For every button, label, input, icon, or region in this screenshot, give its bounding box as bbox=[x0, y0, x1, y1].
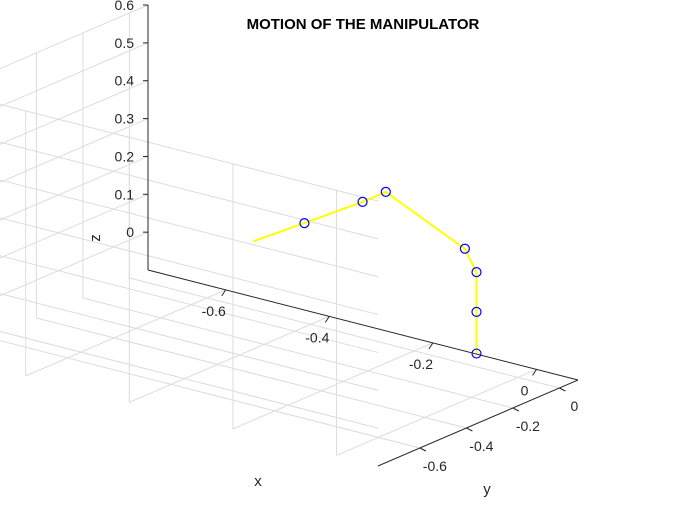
x-tick-mark bbox=[428, 342, 434, 350]
y-tick-mark bbox=[419, 447, 427, 452]
grid-line-z-wall-y bbox=[0, 155, 149, 221]
z-tick-label: 0 bbox=[126, 224, 134, 240]
grid-line-y-floor bbox=[82, 297, 514, 409]
x-tick-label: 0 bbox=[521, 382, 529, 398]
z-tick-label: 0.6 bbox=[115, 0, 135, 13]
grid-line-z-wall-x bbox=[0, 255, 379, 353]
y-tick-mark bbox=[559, 387, 566, 392]
joint-marker bbox=[380, 186, 391, 198]
z-tick-label: 0.2 bbox=[115, 148, 135, 164]
y-tick-label: -0.4 bbox=[469, 438, 493, 454]
x-tick-label: -0.6 bbox=[202, 303, 226, 319]
grid-line-z-wall-x bbox=[0, 330, 379, 429]
z-axis-label: z bbox=[87, 234, 104, 242]
z-tick-label: 0.3 bbox=[115, 111, 135, 127]
grid-line-z-wall-y bbox=[0, 231, 149, 297]
grid-line-z-wall-y bbox=[0, 118, 149, 183]
y-tick-label: -0.6 bbox=[423, 458, 447, 474]
y-axis-label: y bbox=[483, 481, 491, 498]
grid-line-x-floor bbox=[232, 342, 434, 430]
grid-line-z-wall-y bbox=[0, 80, 149, 145]
x-tick-mark bbox=[221, 289, 227, 297]
x-axis-line bbox=[147, 269, 579, 381]
grid-line-z-wall-x bbox=[0, 293, 379, 391]
grid-line-y-floor bbox=[129, 277, 560, 389]
y-tick-mark bbox=[512, 407, 520, 412]
grid-line-z-wall-x bbox=[0, 217, 379, 316]
grid-line-x-floor bbox=[129, 315, 330, 403]
z-tick-label: 0.5 bbox=[115, 35, 135, 51]
axis-lines bbox=[143, 4, 579, 467]
x-tick-mark bbox=[532, 369, 537, 376]
y-axis-line bbox=[377, 379, 579, 467]
z-tick-label: 0.1 bbox=[115, 186, 135, 202]
y-tick-mark bbox=[466, 427, 473, 432]
joint-marker bbox=[471, 306, 482, 318]
data-series bbox=[252, 186, 482, 359]
grid-line-z-wall-x bbox=[0, 141, 379, 240]
grid-line-z-wall-y bbox=[0, 42, 149, 108]
tick-labels: -0.6 -0.4 -0.2 0 -0.6 -0.4 -0.2 0 0 0.1 0.2 0.3 0.4 0… bbox=[115, 0, 579, 474]
manipulator-link-line bbox=[252, 190, 478, 354]
grid-line-x-floor bbox=[25, 289, 226, 377]
joint-marker bbox=[471, 267, 482, 278]
grid-line-z-wall-x bbox=[0, 179, 379, 278]
y-tick-label: -0.2 bbox=[516, 418, 540, 434]
x-tick-label: -0.2 bbox=[409, 356, 433, 372]
joint-marker bbox=[357, 196, 368, 208]
grid-line-z-wall-y bbox=[0, 4, 149, 70]
x-tick-label: -0.4 bbox=[305, 329, 329, 345]
grid-line-z-wall-y bbox=[0, 193, 149, 259]
joint-marker bbox=[471, 348, 482, 359]
x-axis-label: x bbox=[254, 473, 262, 490]
x-tick-mark bbox=[324, 316, 330, 323]
joint-marker bbox=[299, 218, 310, 229]
joint-marker bbox=[459, 243, 470, 254]
y-tick-label: 0 bbox=[570, 398, 578, 414]
chart-title: MOTION OF THE MANIPULATOR bbox=[247, 16, 480, 33]
grid-line-x-floor bbox=[336, 368, 537, 456]
z-tick-label: 0.4 bbox=[115, 73, 135, 89]
grid-line-y-floor bbox=[36, 317, 467, 429]
grid-lines bbox=[0, 4, 560, 456]
grid-line-y-floor bbox=[0, 340, 420, 449]
grid-line-z-wall-x bbox=[0, 103, 379, 202]
